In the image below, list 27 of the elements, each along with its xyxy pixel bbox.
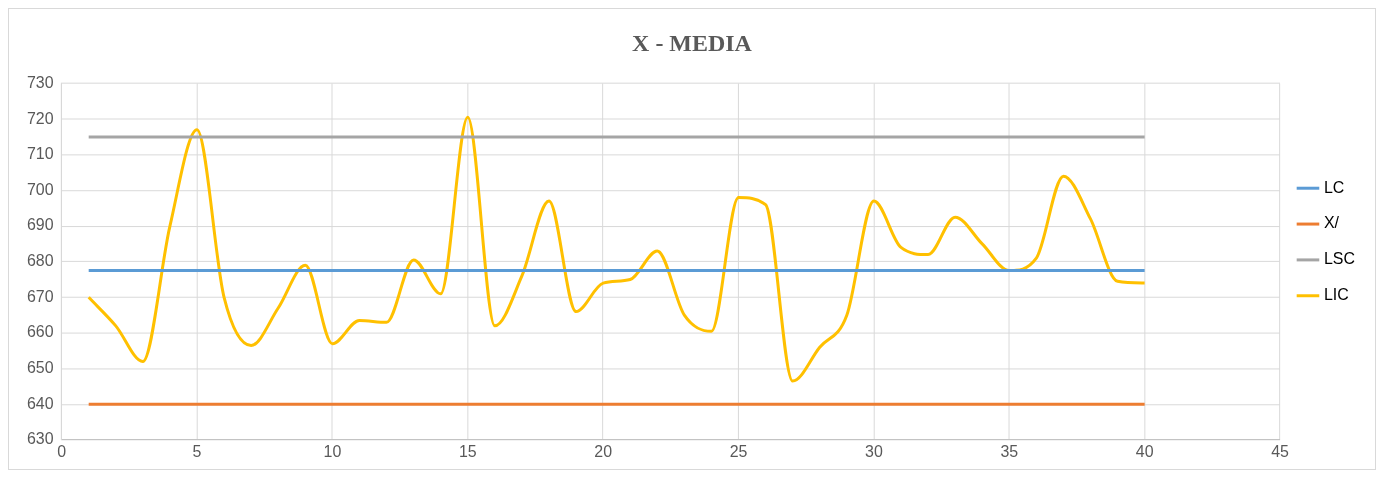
x-tick-label: 30 <box>865 442 883 460</box>
y-tick-label: 700 <box>27 180 54 198</box>
legend-label: LC <box>1323 178 1345 196</box>
y-tick-label: 730 <box>27 73 54 91</box>
x-tick-label: 5 <box>192 442 202 460</box>
y-tick-label: 680 <box>27 252 54 270</box>
x-tick-label: 15 <box>458 442 477 460</box>
x-tick-label: 35 <box>1000 442 1019 460</box>
y-tick-label: 670 <box>27 287 54 305</box>
y-tick-label: 690 <box>27 216 54 234</box>
x-tick-label: 0 <box>57 442 67 460</box>
legend-label: X/ <box>1323 214 1340 232</box>
x-tick-label: 45 <box>1271 442 1290 460</box>
legend-label: LSC <box>1323 250 1356 268</box>
x-tick-label: 20 <box>594 442 613 460</box>
line-series <box>87 115 1147 383</box>
x-tick-label: 25 <box>729 442 748 460</box>
chart-title: X - MEDIA <box>632 30 753 57</box>
y-tick-label: 640 <box>27 394 54 412</box>
y-tick-label: 720 <box>27 109 54 127</box>
x-tick-label: 10 <box>323 442 342 460</box>
y-tick-label: 660 <box>27 323 54 341</box>
y-tick-label: 710 <box>27 145 54 163</box>
y-tick-label: 630 <box>27 430 54 448</box>
y-tick-label: 650 <box>27 359 54 377</box>
legend-label: LIC <box>1323 286 1349 304</box>
x-tick-label: 40 <box>1135 442 1154 460</box>
